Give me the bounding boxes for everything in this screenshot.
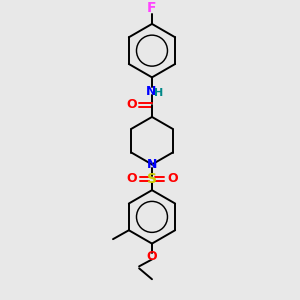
Text: O: O: [126, 172, 136, 185]
Text: N: N: [147, 158, 157, 171]
Text: O: O: [167, 172, 178, 185]
Text: F: F: [147, 1, 157, 15]
Text: O: O: [147, 250, 157, 263]
Text: O: O: [126, 98, 136, 111]
Text: S: S: [147, 172, 157, 186]
Text: N: N: [146, 85, 156, 98]
Text: H: H: [154, 88, 164, 98]
